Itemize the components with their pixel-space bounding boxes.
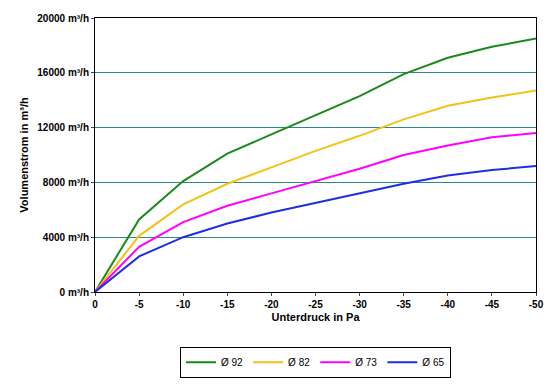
svg-text:Ø 92: Ø 92 bbox=[221, 357, 243, 368]
svg-text:20000 m³/h: 20000 m³/h bbox=[37, 13, 89, 24]
svg-text:-20: -20 bbox=[264, 299, 279, 310]
svg-text:-15: -15 bbox=[220, 299, 235, 310]
svg-text:-35: -35 bbox=[396, 299, 411, 310]
svg-text:-30: -30 bbox=[352, 299, 367, 310]
svg-text:-45: -45 bbox=[485, 299, 500, 310]
svg-text:-10: -10 bbox=[176, 299, 191, 310]
svg-text:Ø 65: Ø 65 bbox=[422, 357, 444, 368]
svg-text:Unterdruck in Pa: Unterdruck in Pa bbox=[271, 311, 360, 323]
svg-text:12000 m³/h: 12000 m³/h bbox=[37, 122, 89, 133]
svg-text:Volumenstrom in m³/h: Volumenstrom in m³/h bbox=[18, 97, 30, 213]
svg-text:-40: -40 bbox=[441, 299, 456, 310]
svg-text:-50: -50 bbox=[529, 299, 544, 310]
svg-text:Ø 82: Ø 82 bbox=[288, 357, 310, 368]
svg-text:0 m³/h: 0 m³/h bbox=[60, 287, 89, 298]
svg-text:8000 m³/h: 8000 m³/h bbox=[43, 177, 89, 188]
svg-text:16000 m³/h: 16000 m³/h bbox=[37, 67, 89, 78]
svg-text:-25: -25 bbox=[308, 299, 323, 310]
svg-text:0: 0 bbox=[92, 299, 98, 310]
svg-text:Ø 73: Ø 73 bbox=[355, 357, 377, 368]
svg-text:4000 m³/h: 4000 m³/h bbox=[43, 232, 89, 243]
svg-text:-5: -5 bbox=[135, 299, 144, 310]
